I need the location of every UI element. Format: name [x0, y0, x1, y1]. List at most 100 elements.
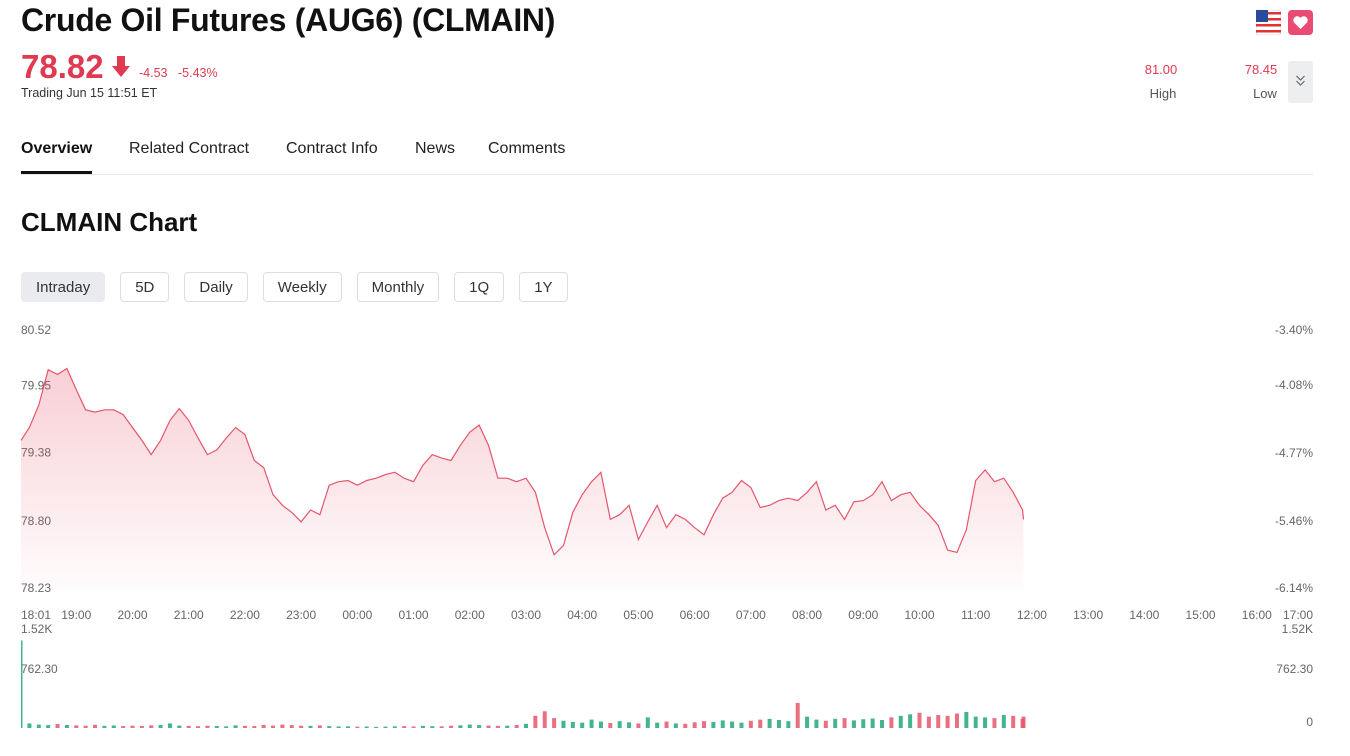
range-button[interactable]: 5D: [120, 272, 170, 302]
x-tick-label: 18:01: [21, 608, 51, 622]
volume-bar: [542, 711, 547, 728]
x-tick-label: 05:00: [623, 608, 653, 622]
volume-bar: [580, 722, 585, 728]
x-tick-label: 10:00: [904, 608, 934, 622]
x-tick-label: 13:00: [1073, 608, 1103, 622]
high-label: High: [1149, 86, 1177, 101]
volume-bar: [449, 725, 454, 728]
volume-bar: [383, 726, 388, 728]
x-tick-label: 07:00: [736, 608, 766, 622]
volume-bar: [973, 716, 978, 728]
volume-bar: [355, 726, 360, 728]
volume-bar: [964, 712, 969, 728]
y2-tick-label: -4.77%: [1275, 446, 1313, 460]
y2-tick-label: -6.14%: [1275, 581, 1313, 595]
volume-bar: [627, 722, 632, 728]
range-button[interactable]: Intraday: [21, 272, 106, 302]
volume-bar: [93, 724, 98, 728]
x-tick-label: 02:00: [455, 608, 485, 622]
volume-bar: [439, 726, 444, 728]
volume-bar: [111, 725, 116, 728]
range-button[interactable]: 1Q: [454, 272, 505, 302]
volume-bar: [1011, 715, 1016, 728]
volume-bar: [458, 725, 463, 728]
volume-bar: [224, 726, 229, 728]
volume-bar: [880, 720, 885, 728]
tab[interactable]: Contract Info: [286, 140, 378, 157]
volume-tick-label: 762.30: [1276, 662, 1313, 676]
volume-bar: [411, 726, 416, 728]
flag-icon: [1256, 10, 1281, 35]
volume-bar: [64, 724, 69, 728]
x-tick-label: 14:00: [1129, 608, 1159, 622]
volume-bar: [27, 723, 32, 728]
volume-bar: [786, 721, 791, 728]
volume-bar: [702, 721, 707, 728]
volume-bar: [252, 726, 257, 728]
volume-bar: [495, 725, 500, 728]
x-tick-label: 08:00: [792, 608, 822, 622]
volume-bar: [842, 718, 847, 728]
expand-button[interactable]: [1288, 61, 1313, 103]
y2-tick-label: -4.08%: [1275, 378, 1313, 392]
volume-bar: [608, 723, 613, 728]
volume-bar: [430, 726, 435, 728]
x-tick-label: 00:00: [342, 608, 372, 622]
volume-bar: [308, 725, 313, 728]
volume-bar: [814, 719, 819, 728]
volume-bar: [46, 725, 51, 728]
x-tick-label: 09:00: [848, 608, 878, 622]
volume-bar: [767, 718, 772, 728]
price-line: [20, 367, 1025, 556]
volume-bar: [214, 726, 219, 728]
x-tick-label: 12:00: [1017, 608, 1047, 622]
volume-bar: [36, 724, 41, 728]
volume-bar: [102, 725, 107, 728]
range-button[interactable]: Weekly: [262, 272, 342, 302]
x-tick-label: 20:00: [117, 608, 147, 622]
range-button[interactable]: Daily: [184, 272, 248, 302]
volume-bar: [776, 720, 781, 728]
volume-bar: [711, 721, 716, 728]
volume-bar: [327, 726, 332, 728]
tab[interactable]: Overview: [21, 140, 93, 157]
tab[interactable]: Related Contract: [129, 140, 250, 157]
volume-bar: [692, 722, 697, 728]
range-button[interactable]: Monthly: [356, 272, 440, 302]
volume-bar: [552, 718, 557, 728]
volume-bar: [402, 726, 407, 728]
favorite-button[interactable]: [1288, 10, 1313, 35]
volume-bar: [345, 726, 350, 728]
volume-bar: [805, 716, 810, 728]
volume-bar: [851, 720, 856, 728]
x-tick-label: 11:00: [961, 608, 990, 622]
x-tick-label: 23:00: [286, 608, 316, 622]
low-label: Low: [1253, 86, 1277, 101]
tab[interactable]: News: [415, 140, 456, 157]
volume-bar: [898, 715, 903, 728]
volume-bar: [617, 721, 622, 728]
volume-bar: [130, 725, 135, 728]
volume-bar: [21, 640, 23, 728]
trading-status: Trading Jun 15 11:51 ET: [21, 86, 158, 100]
divider: [21, 174, 1313, 175]
volume-bar: [186, 725, 191, 728]
x-tick-label: 22:00: [230, 608, 260, 622]
x-tick-label: 03:00: [511, 608, 541, 622]
volume-bar: [299, 725, 304, 728]
volume-tick-label: 762.30: [21, 662, 58, 676]
volume-bar: [205, 725, 210, 728]
range-button[interactable]: 1Y: [519, 272, 568, 302]
volume-bar: [954, 713, 959, 728]
volume-bar: [945, 715, 950, 728]
x-tick-label: 16:00: [1242, 608, 1272, 622]
volume-bar: [748, 720, 753, 728]
price-change-pct: -5.43%: [178, 66, 218, 80]
tab[interactable]: Comments: [488, 140, 566, 157]
volume-bar: [739, 722, 744, 728]
volume-bar: [655, 722, 660, 728]
volume-bar: [505, 725, 510, 728]
volume-bar: [917, 712, 922, 728]
volume-bar: [823, 720, 828, 728]
